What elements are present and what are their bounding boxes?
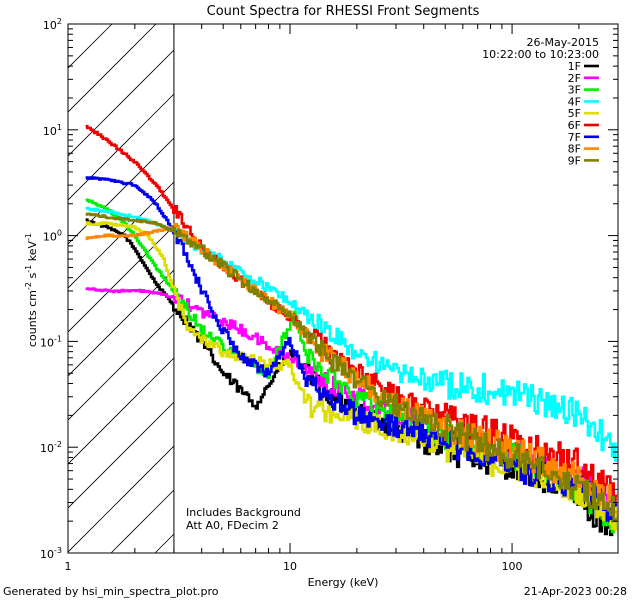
legend-label-3F: 3F xyxy=(568,84,581,97)
y-axis-label: counts cm-2 s-1 keV-1 xyxy=(24,233,39,347)
note-attenuator: Att A0, FDecim 2 xyxy=(186,519,279,532)
x-axis-label: Energy (keV) xyxy=(308,576,379,589)
y-tick-label: 100 xyxy=(43,229,62,244)
hatch-line xyxy=(68,24,245,201)
y-tick-label: 10-2 xyxy=(40,440,62,455)
time-range-label: 10:22:00 to 10:23:00 xyxy=(482,48,599,61)
y-tick-label: 101 xyxy=(43,123,62,138)
hatch-line xyxy=(68,24,201,157)
x-axis-ticks: 1 10 100 xyxy=(65,24,619,573)
series-9F-line xyxy=(85,212,618,523)
generated-by-label: Generated by hsi_min_spectra_plot.pro xyxy=(3,585,219,598)
legend-label-8F: 8F xyxy=(568,143,581,156)
timestamp-label: 21-Apr-2023 00:28 xyxy=(524,585,627,598)
legend-label-9F: 9F xyxy=(568,154,581,167)
y-tick-label: 10-3 xyxy=(40,546,62,561)
x-tick-label: 10 xyxy=(283,560,297,573)
x-tick-label: 1 xyxy=(65,560,72,573)
y-axis-ticks: 10-3 10-2 10-1 100 101 102 xyxy=(40,17,618,561)
y-tick-label: 102 xyxy=(43,17,62,32)
legend-label-5F: 5F xyxy=(568,107,581,120)
date-label: 26-May-2015 xyxy=(527,36,599,49)
y-tick-label: 10-1 xyxy=(40,334,62,349)
legend-label-4F: 4F xyxy=(568,95,581,108)
chart-title: Count Spectra for RHESSI Front Segments xyxy=(207,4,480,19)
x-tick-label: 100 xyxy=(502,560,523,573)
legend-label-7F: 7F xyxy=(568,131,581,144)
series-lines xyxy=(85,124,618,537)
legend-label-6F: 6F xyxy=(568,119,581,132)
note-background: Includes Background xyxy=(186,506,301,519)
plot-frame xyxy=(67,23,619,554)
legend-label-1F: 1F xyxy=(568,60,581,73)
legend-label-2F: 2F xyxy=(568,72,581,85)
